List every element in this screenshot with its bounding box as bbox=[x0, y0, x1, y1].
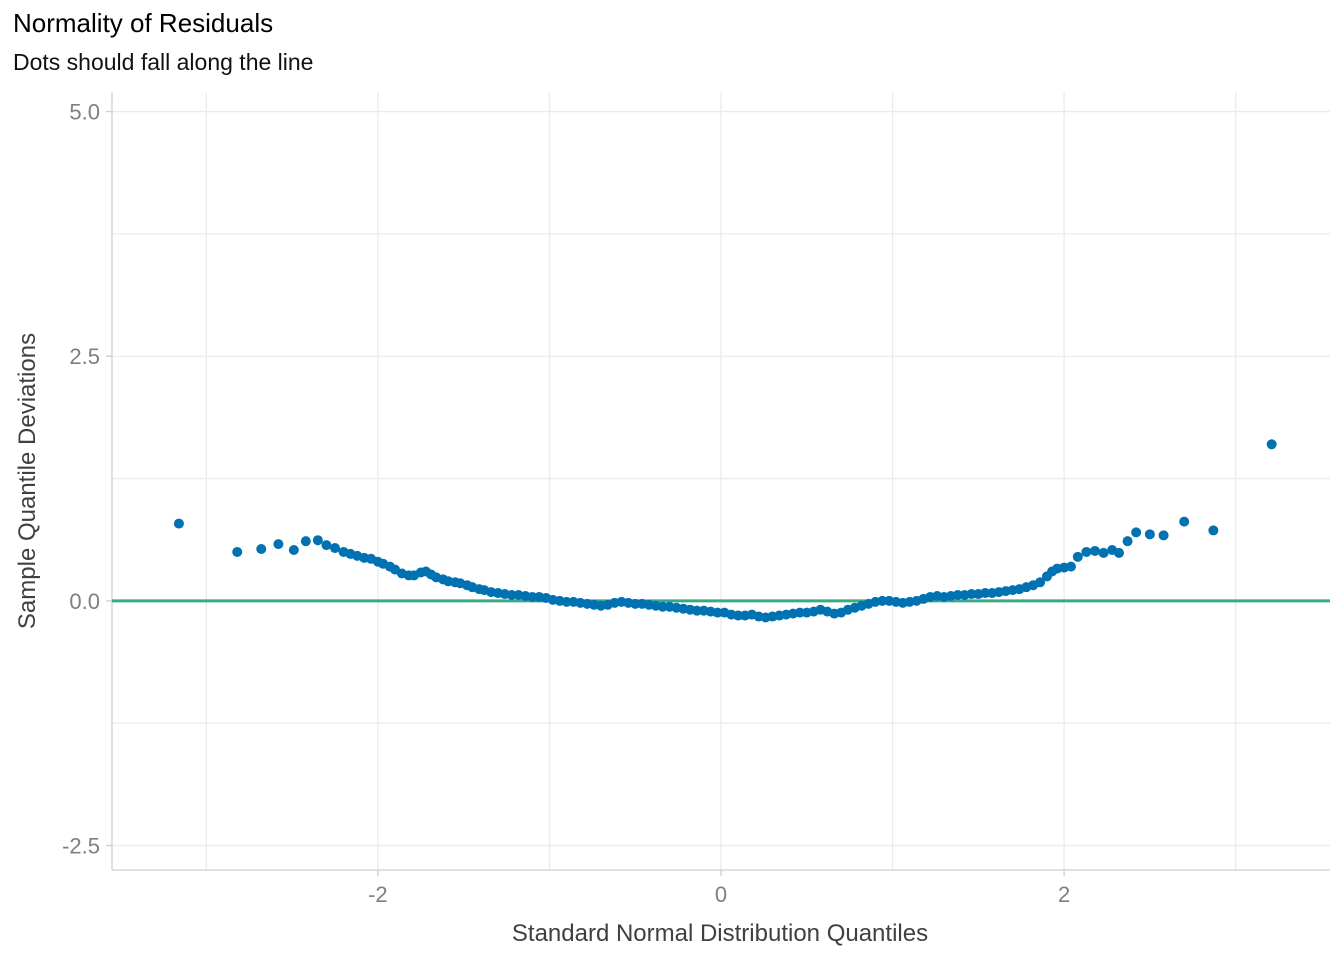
data-point bbox=[1122, 536, 1133, 547]
y-axis-label: Sample Quantile Deviations bbox=[14, 333, 41, 629]
data-point bbox=[952, 590, 963, 601]
data-point bbox=[321, 540, 332, 551]
data-point bbox=[173, 518, 184, 529]
y-tick-label: -2.5 bbox=[62, 834, 100, 859]
data-point bbox=[527, 591, 538, 602]
data-point bbox=[794, 607, 805, 618]
data-point bbox=[1035, 577, 1046, 588]
data-point bbox=[273, 539, 284, 550]
data-point bbox=[657, 601, 668, 612]
x-axis-label: Standard Normal Distribution Quantiles bbox=[512, 920, 928, 947]
data-point bbox=[300, 536, 311, 547]
y-tick-label: 5.0 bbox=[69, 100, 100, 125]
data-point bbox=[691, 605, 702, 616]
data-point bbox=[330, 543, 341, 554]
data-point bbox=[561, 596, 572, 607]
data-point bbox=[733, 610, 744, 621]
data-point bbox=[1113, 547, 1124, 558]
x-tick-label: -2 bbox=[368, 882, 388, 907]
data-point bbox=[980, 588, 991, 599]
data-point bbox=[630, 598, 641, 609]
y-tick-label: 2.5 bbox=[69, 344, 100, 369]
data-point bbox=[1081, 546, 1092, 557]
data-point bbox=[1179, 516, 1190, 527]
data-point bbox=[1065, 561, 1076, 572]
data-point bbox=[877, 595, 888, 606]
data-point bbox=[1131, 527, 1142, 538]
axis-ticks: -2 0 2 -2.5 0.0 2.5 5.0 bbox=[62, 100, 1070, 907]
grid-lines bbox=[112, 92, 1330, 870]
chart-subtitle: Dots should fall along the line bbox=[13, 49, 314, 75]
data-point bbox=[1098, 547, 1109, 558]
data-point bbox=[1144, 529, 1155, 540]
y-tick-label: 0.0 bbox=[69, 589, 100, 614]
data-point bbox=[712, 607, 723, 618]
chart-title: Normality of Residuals bbox=[13, 8, 274, 38]
data-point bbox=[1072, 551, 1083, 562]
data-point bbox=[312, 535, 323, 546]
data-point bbox=[256, 544, 267, 555]
data-point bbox=[506, 590, 517, 601]
data-point bbox=[288, 544, 299, 555]
data-points bbox=[173, 439, 1277, 623]
data-point bbox=[1158, 530, 1169, 541]
data-point bbox=[1089, 545, 1100, 556]
data-point bbox=[1208, 525, 1219, 536]
x-tick-label: 0 bbox=[715, 882, 727, 907]
data-point bbox=[1266, 439, 1277, 450]
x-tick-label: 2 bbox=[1058, 882, 1070, 907]
data-point bbox=[966, 589, 977, 600]
data-point bbox=[232, 546, 243, 557]
